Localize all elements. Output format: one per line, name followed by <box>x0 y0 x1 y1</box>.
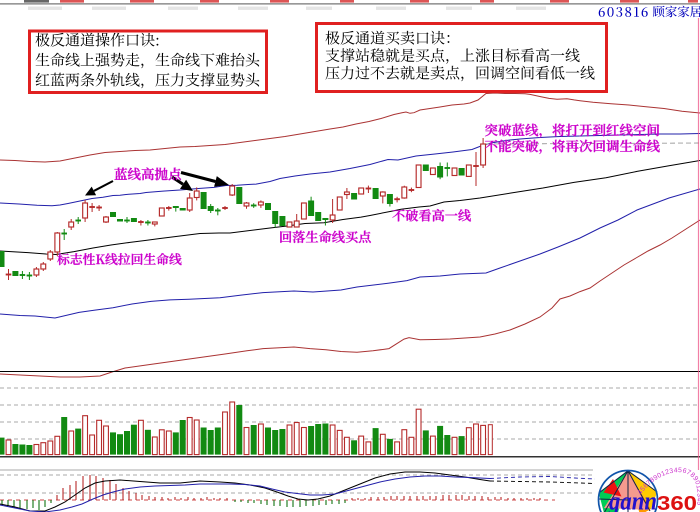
svg-text:360: 360 <box>657 493 697 512</box>
svg-text:gann: gann <box>608 486 657 512</box>
